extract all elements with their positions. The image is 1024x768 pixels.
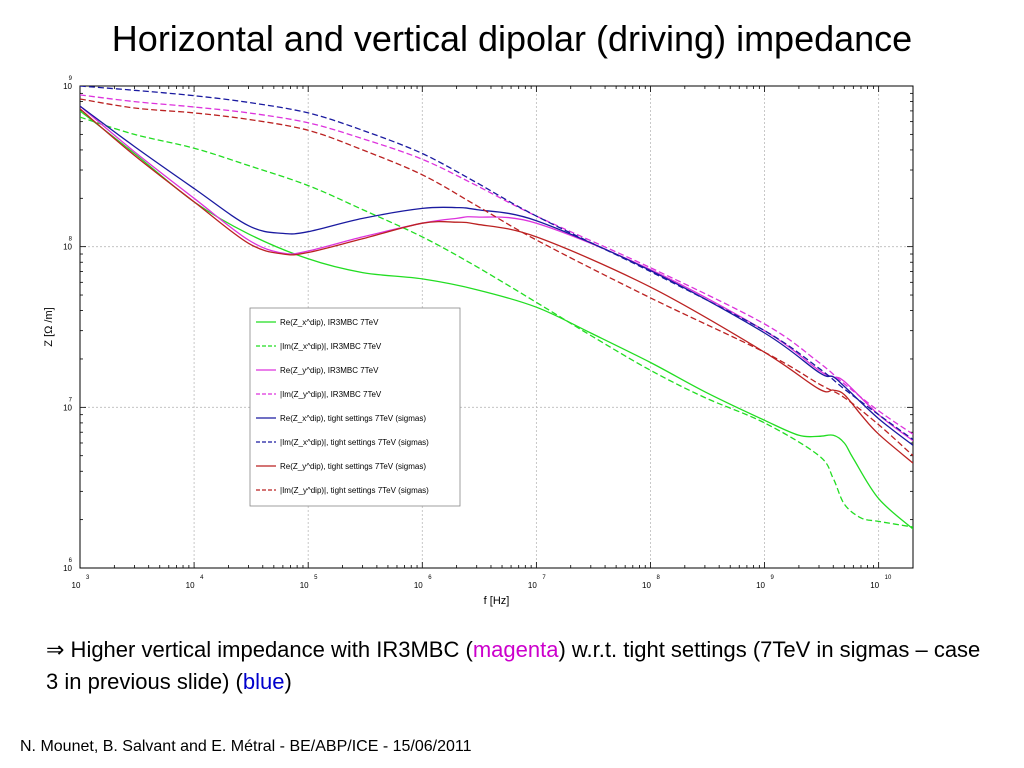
y-tick-label: 10	[63, 82, 72, 91]
series-line-7	[80, 108, 913, 464]
x-tick-label-exponent: 10	[885, 575, 892, 581]
x-tick-label-exponent: 3	[86, 575, 90, 581]
series-line-2	[80, 116, 913, 528]
x-tick-label: 10	[642, 581, 651, 590]
y-axis-label: Z [Ω /m]	[43, 307, 55, 346]
legend-label: Re(Z_x^dip), tight settings 7TeV (sigmas…	[280, 414, 426, 423]
x-tick-label: 10	[870, 581, 879, 590]
caption-blue-word: blue	[242, 669, 285, 694]
y-tick-label: 10	[63, 243, 72, 252]
footer-credits: N. Mounet, B. Salvant and E. Métral - BE…	[20, 738, 472, 755]
x-tick-label-exponent: 4	[200, 575, 204, 581]
y-tick-label-exponent: 6	[69, 558, 73, 564]
x-tick-label: 10	[72, 581, 81, 590]
x-tick-label-exponent: 5	[314, 575, 318, 581]
impedance-chart: 10 3 10 4 10 5 10 6 10 7 10 8 10 9 10 10 10 6 10 7 10 8 10 9 f […	[0, 60, 1024, 620]
legend-label: |Im(Z_y^dip)|, IR3MBC 7TeV	[280, 390, 382, 399]
series-line-4	[80, 94, 913, 435]
x-tick-label: 10	[528, 581, 537, 590]
x-tick-label: 10	[756, 581, 765, 590]
x-tick-label: 10	[414, 581, 423, 590]
x-tick-label-exponent: 7	[542, 575, 546, 581]
caption: ⇒ Higher vertical impedance with IR3MBC …	[46, 634, 986, 698]
x-tick-label: 10	[186, 581, 195, 590]
x-tick-label-exponent: 9	[771, 575, 775, 581]
legend-label: Re(Z_y^dip), IR3MBC 7TeV	[280, 366, 379, 375]
arrow-icon: ⇒	[46, 637, 65, 662]
plot-frame	[79, 85, 914, 569]
y-tick-label: 10	[63, 564, 72, 573]
slide-title: Horizontal and vertical dipolar (driving…	[111, 18, 913, 59]
series-line-6	[80, 86, 913, 441]
legend-box	[249, 307, 461, 507]
x-tick-label-exponent: 8	[656, 575, 660, 581]
y-tick-label-exponent: 8	[69, 237, 73, 243]
caption-text-3: )	[284, 669, 292, 694]
caption-magenta-word: magenta	[472, 637, 559, 662]
caption-text-1: Higher vertical impedance with IR3MBC (	[64, 637, 473, 662]
y-tick-label: 10	[63, 403, 72, 412]
series-line-5	[80, 105, 913, 446]
legend-label: Re(Z_y^dip), tight settings 7TeV (sigmas…	[280, 462, 426, 471]
y-tick-label-exponent: 7	[69, 397, 73, 403]
legend-label: |Im(Z_y^dip)|, tight settings 7TeV (sigm…	[280, 486, 429, 495]
legend-label: |Im(Z_x^dip)|, IR3MBC 7TeV	[280, 342, 382, 351]
y-tick-label-exponent: 9	[69, 76, 73, 82]
legend-label: Re(Z_x^dip), IR3MBC 7TeV	[280, 318, 379, 327]
x-axis-label: f [Hz]	[484, 595, 510, 607]
legend-label: |Im(Z_x^dip)|, tight settings 7TeV (sigm…	[280, 438, 429, 447]
x-tick-label: 10	[300, 581, 309, 590]
caption-text-2: ) w.r.t. tight settings (7TeV in sigmas …	[46, 637, 981, 694]
x-tick-label-exponent: 6	[428, 575, 432, 581]
series-line-1	[80, 110, 913, 530]
series-line-8	[80, 98, 913, 457]
